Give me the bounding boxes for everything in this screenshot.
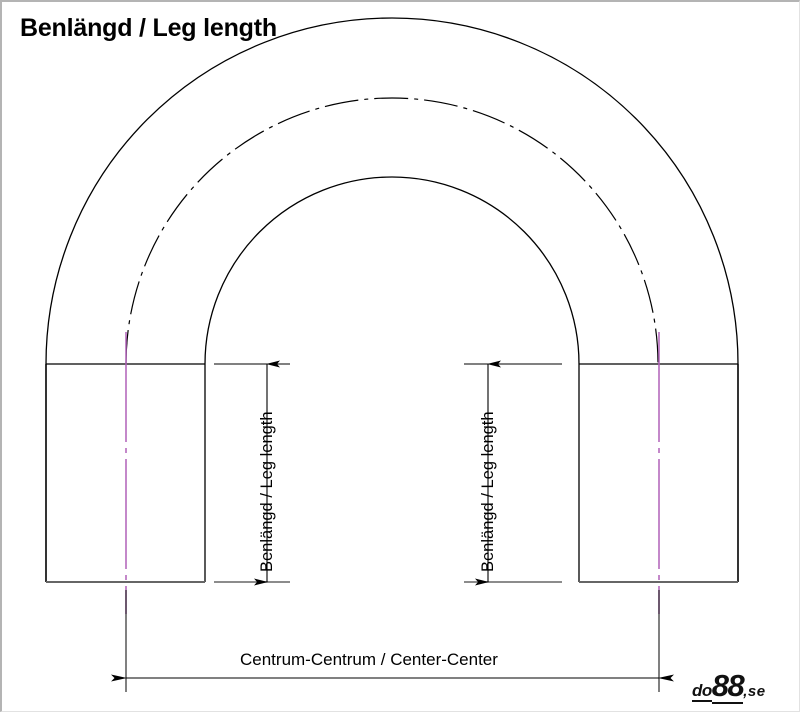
page-title: Benlängd / Leg length <box>20 14 277 42</box>
logo-digits: 88 <box>711 668 745 704</box>
brand-logo: do 88 ,se <box>692 670 766 704</box>
center-center-label: Centrum-Centrum / Center-Center <box>240 650 498 669</box>
inner-arc <box>204 176 580 365</box>
outer-arc <box>45 17 739 365</box>
tube-outer-profile <box>45 17 739 582</box>
tube-end-lines <box>46 363 738 583</box>
tube-inner-profile <box>204 176 580 582</box>
right-leg-length-label: Benlängd / Leg length <box>479 411 497 572</box>
left-leg-length-label: Benlängd / Leg length <box>258 411 276 572</box>
left-leg-length-dimension <box>214 360 290 586</box>
logo-prefix: do <box>692 681 712 702</box>
bend-centerline-arc <box>125 97 659 365</box>
center-center-dimension <box>111 590 674 692</box>
right-leg-length-dimension <box>464 360 562 586</box>
logo-suffix: ,se <box>743 683 766 700</box>
